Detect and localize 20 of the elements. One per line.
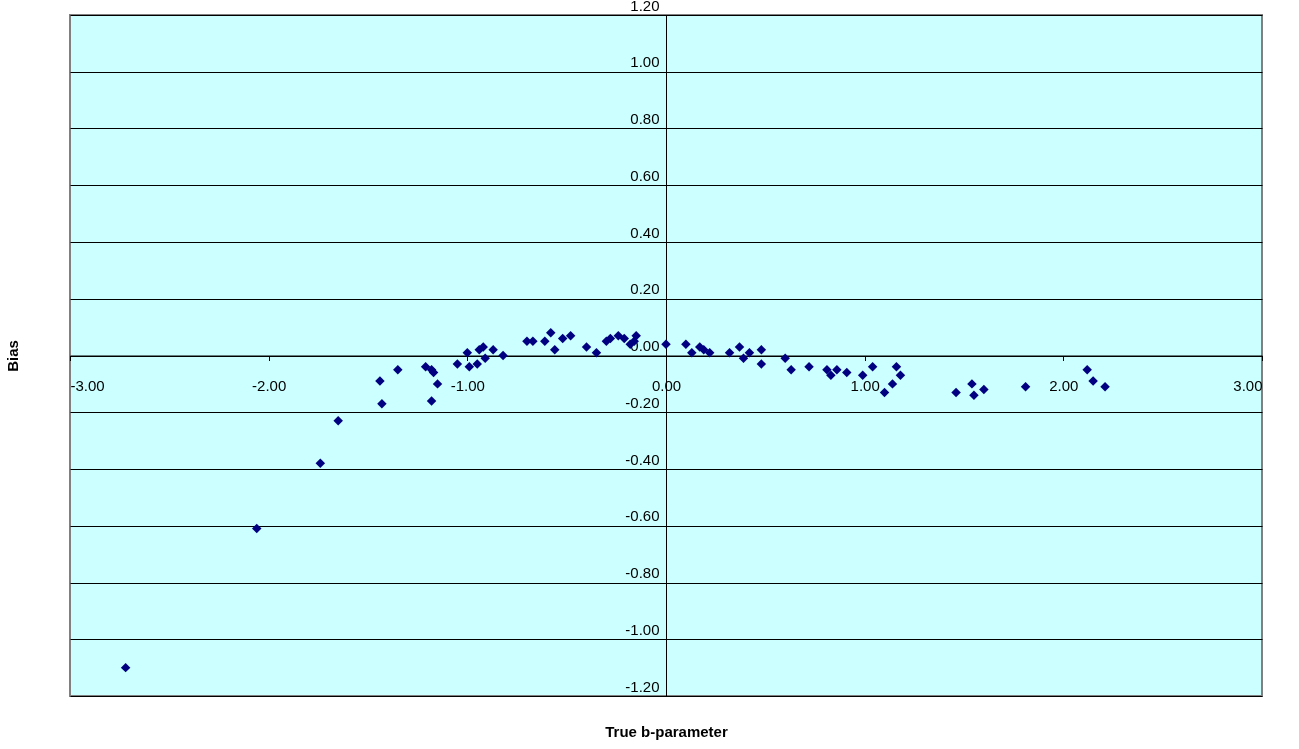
y-tick-label: 1.20	[630, 0, 660, 14]
y-tick-label: -0.20	[625, 393, 660, 411]
y-tick-label: -1.20	[625, 677, 660, 695]
x-tick-label: 3.00	[1233, 377, 1263, 394]
y-tick-label: 0.40	[630, 223, 660, 241]
y-tick-label: 0.60	[630, 166, 660, 184]
x-tick-label: 1.00	[850, 377, 880, 394]
x-tick-label: -2.00	[252, 377, 287, 394]
y-tick-label: 0.20	[630, 280, 660, 298]
x-tick-label: 2.00	[1049, 377, 1079, 394]
y-tick-label: -1.00	[625, 620, 660, 638]
y-tick-label: -0.80	[625, 564, 660, 581]
x-tick-label: -1.00	[450, 377, 485, 394]
x-tick-label: -3.00	[70, 377, 105, 394]
y-tick-label: 0.80	[630, 110, 660, 127]
x-axis-title: True b-parameter	[605, 722, 728, 740]
y-tick-label: 1.00	[630, 53, 660, 71]
y-tick-label: -0.60	[625, 507, 660, 525]
y-axis-title: Bias	[3, 340, 21, 372]
y-tick-label: -0.40	[625, 450, 660, 468]
